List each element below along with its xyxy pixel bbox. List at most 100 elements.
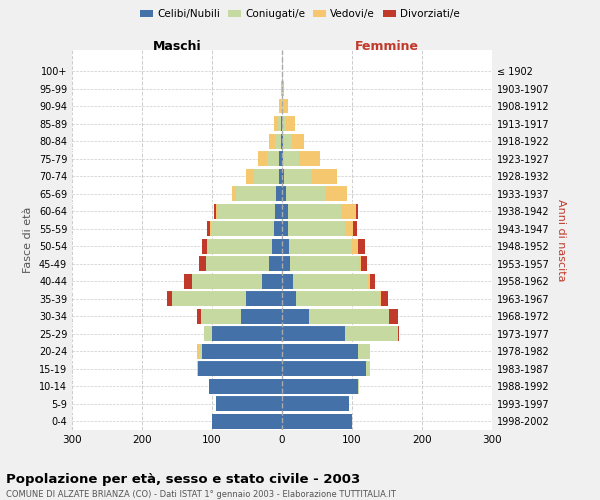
Bar <box>380 291 381 306</box>
Bar <box>359 256 361 271</box>
Bar <box>284 98 287 114</box>
Bar <box>281 134 282 148</box>
Text: Femmine: Femmine <box>355 40 419 52</box>
Bar <box>269 256 282 271</box>
Bar <box>197 362 198 376</box>
Bar <box>262 274 282 288</box>
Bar <box>278 116 281 131</box>
Bar <box>282 344 358 358</box>
Bar <box>361 256 367 271</box>
Bar <box>282 414 352 428</box>
Bar <box>281 116 282 131</box>
Bar <box>282 291 296 306</box>
Bar <box>286 186 326 201</box>
Bar <box>203 326 212 341</box>
Bar <box>282 362 366 376</box>
Bar <box>193 274 262 288</box>
Bar <box>266 151 279 166</box>
Y-axis label: Fasce di età: Fasce di età <box>23 207 33 273</box>
Bar <box>296 291 380 306</box>
Bar <box>167 291 172 306</box>
Bar <box>269 134 275 148</box>
Bar <box>274 221 282 236</box>
Bar <box>282 204 287 218</box>
Bar <box>356 204 358 218</box>
Y-axis label: Anni di nascita: Anni di nascita <box>556 198 566 281</box>
Bar <box>214 204 216 218</box>
Bar <box>218 204 275 218</box>
Bar <box>358 238 365 254</box>
Bar <box>277 186 282 201</box>
Bar <box>197 308 201 324</box>
Bar <box>283 151 299 166</box>
Bar <box>368 274 370 288</box>
Bar <box>282 221 287 236</box>
Bar <box>199 256 206 271</box>
Bar <box>202 238 207 254</box>
Bar <box>292 134 304 148</box>
Bar <box>353 221 357 236</box>
Text: Maschi: Maschi <box>152 40 202 52</box>
Bar <box>281 81 282 96</box>
Bar <box>212 326 282 341</box>
Bar <box>398 326 399 341</box>
Bar <box>287 221 345 236</box>
Legend: Celibi/Nubili, Coniugati/e, Vedovi/e, Divorziati/e: Celibi/Nubili, Coniugati/e, Vedovi/e, Di… <box>136 5 464 24</box>
Bar <box>212 414 282 428</box>
Bar <box>245 168 254 184</box>
Bar <box>286 116 295 131</box>
Bar <box>199 344 202 358</box>
Bar <box>282 151 283 166</box>
Bar <box>172 291 245 306</box>
Bar <box>282 274 293 288</box>
Bar <box>290 256 359 271</box>
Bar <box>287 204 342 218</box>
Bar <box>216 204 218 218</box>
Bar <box>283 81 284 96</box>
Bar <box>282 116 286 131</box>
Bar <box>308 308 389 324</box>
Bar <box>207 221 210 236</box>
Bar <box>232 186 236 201</box>
Text: COMUNE DI ALZATE BRIANZA (CO) - Dati ISTAT 1° gennaio 2003 - Elaborazione TUTTIT: COMUNE DI ALZATE BRIANZA (CO) - Dati IST… <box>6 490 396 499</box>
Bar <box>282 379 358 394</box>
Bar <box>381 291 388 306</box>
Bar <box>282 308 308 324</box>
Bar <box>282 238 289 254</box>
Bar <box>272 238 282 254</box>
Bar <box>282 396 349 411</box>
Bar <box>198 362 282 376</box>
Bar <box>282 186 286 201</box>
Bar <box>209 379 282 394</box>
Bar <box>278 98 281 114</box>
Bar <box>282 168 284 184</box>
Bar <box>282 81 283 96</box>
Bar <box>283 134 292 148</box>
Bar <box>207 238 208 254</box>
Bar <box>210 221 211 236</box>
Bar <box>358 379 359 394</box>
Bar <box>241 308 282 324</box>
Bar <box>358 344 370 358</box>
Bar <box>282 256 290 271</box>
Bar <box>370 274 375 288</box>
Bar <box>275 134 281 148</box>
Bar <box>201 308 241 324</box>
Bar <box>389 308 398 324</box>
Bar <box>311 168 337 184</box>
Bar <box>215 396 282 411</box>
Bar <box>184 274 193 288</box>
Bar <box>258 151 266 166</box>
Bar <box>282 98 284 114</box>
Bar <box>208 238 272 254</box>
Bar <box>352 238 358 254</box>
Bar <box>326 186 347 201</box>
Bar <box>281 98 282 114</box>
Text: Popolazione per età, sesso e stato civile - 2003: Popolazione per età, sesso e stato civil… <box>6 472 360 486</box>
Bar <box>366 362 370 376</box>
Bar <box>284 168 311 184</box>
Bar <box>211 221 274 236</box>
Bar <box>254 168 278 184</box>
Bar <box>197 344 199 358</box>
Bar <box>245 291 282 306</box>
